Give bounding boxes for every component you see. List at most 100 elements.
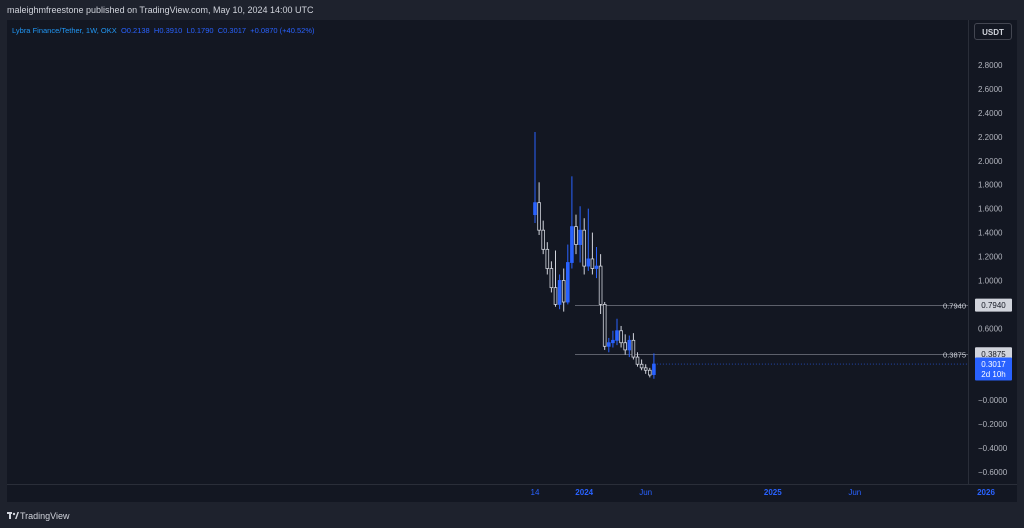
candle-body xyxy=(602,304,607,347)
y-tick-label: 2.4000 xyxy=(978,109,1003,118)
candle-body xyxy=(578,229,582,245)
y-tick-label: −0.2000 xyxy=(978,420,1008,429)
candle-body xyxy=(582,229,586,267)
candle-body xyxy=(549,268,554,289)
candle[interactable] xyxy=(611,330,615,348)
candle[interactable] xyxy=(557,274,562,310)
candle[interactable] xyxy=(570,176,574,269)
candle-body xyxy=(607,342,611,347)
candle[interactable] xyxy=(623,334,627,355)
y-tick-label: 1.0000 xyxy=(978,276,1003,285)
current-price-label: 0.3017 xyxy=(981,360,1006,369)
y-tick-label: 2.0000 xyxy=(978,157,1003,166)
footer-bar xyxy=(0,505,1024,528)
candle-body xyxy=(586,258,591,267)
bar-countdown-label: 2d 10h xyxy=(981,370,1005,379)
candle[interactable] xyxy=(615,318,619,346)
brand-name: TradingView xyxy=(20,511,70,521)
candle[interactable] xyxy=(602,302,607,350)
candle[interactable] xyxy=(627,335,632,358)
candle[interactable] xyxy=(578,206,582,263)
candle-body xyxy=(643,367,648,371)
candle[interactable] xyxy=(533,132,537,224)
legend-low: L0.1790 xyxy=(186,26,214,35)
y-tick-label: −0.4000 xyxy=(978,444,1008,453)
y-tick-label: −0.6000 xyxy=(978,468,1008,477)
candle-body xyxy=(611,339,615,344)
y-tick-label: 2.8000 xyxy=(978,61,1003,70)
y-tick-label: 0.6000 xyxy=(978,324,1003,333)
y-tick-label: 1.8000 xyxy=(978,181,1003,190)
candle-body xyxy=(648,369,652,376)
candle-body xyxy=(574,226,578,245)
currency-button[interactable]: USDT xyxy=(974,23,1012,40)
candle[interactable] xyxy=(631,333,636,360)
candle[interactable] xyxy=(643,364,648,374)
candle[interactable] xyxy=(566,244,570,305)
candles[interactable] xyxy=(533,132,656,379)
candle-body xyxy=(594,265,599,269)
y-tick-label: 1.6000 xyxy=(978,205,1003,214)
candle-body xyxy=(557,280,562,305)
candle[interactable] xyxy=(549,261,554,293)
chart-pane[interactable] xyxy=(7,20,1017,502)
x-tick-label: Jun xyxy=(848,488,861,497)
x-tick-label: 2024 xyxy=(575,488,593,497)
candle[interactable] xyxy=(607,337,611,353)
legend-close: C0.3017 xyxy=(217,26,247,35)
candle[interactable] xyxy=(594,246,599,279)
candle[interactable] xyxy=(590,232,595,275)
x-tick-label: Jun xyxy=(639,488,652,497)
y-tick-label: −0.0000 xyxy=(978,396,1008,405)
x-tick-label: 14 xyxy=(531,488,540,497)
current-price-badge xyxy=(975,357,1012,381)
candle[interactable] xyxy=(537,182,541,235)
candle[interactable] xyxy=(574,214,578,255)
candle[interactable] xyxy=(598,254,603,314)
candle-body xyxy=(541,229,545,250)
candle[interactable] xyxy=(582,218,586,275)
candle[interactable] xyxy=(561,268,566,312)
y-tick-label: 2.6000 xyxy=(978,85,1003,94)
horizontal-level-label: 0.7940 xyxy=(943,302,966,311)
publisher-line: maleighmfreestone published on TradingVi… xyxy=(0,0,1024,20)
candle[interactable] xyxy=(619,325,623,348)
candle[interactable] xyxy=(553,250,558,307)
candle-body xyxy=(652,363,656,375)
tradingview-logo-icon xyxy=(7,512,19,519)
candle-body xyxy=(619,330,623,344)
x-tick-label: 2026 xyxy=(977,488,995,497)
candle[interactable] xyxy=(639,359,644,371)
candle-body xyxy=(545,248,550,269)
candle-body xyxy=(615,330,619,341)
candle-body xyxy=(639,363,644,369)
x-tick-label: 2025 xyxy=(764,488,782,497)
candle-body xyxy=(533,202,537,216)
candle-body xyxy=(598,265,603,305)
candle[interactable] xyxy=(586,208,591,271)
legend-high: H0.3910 xyxy=(153,26,183,35)
candle[interactable] xyxy=(635,352,640,367)
y-tick-label: 1.2000 xyxy=(978,253,1003,262)
horizontal-levels[interactable]: 0.7940 0.3875 xyxy=(575,302,968,360)
price-axis[interactable]: 2.8000 2.6000 2.4000 2.2000 2.0000 1.8000 1.60… xyxy=(978,61,1008,477)
candle-body xyxy=(553,287,558,305)
legend-change: +0.0870 (+40.52%) xyxy=(250,26,315,35)
legend-symbol: Lybra Finance/Tether, 1W, OKX xyxy=(12,26,117,35)
candle-body xyxy=(537,202,541,231)
candle[interactable] xyxy=(545,242,550,275)
candle-body xyxy=(631,339,636,358)
level-price-badge-label: 0.3875 xyxy=(981,350,1006,359)
candle[interactable] xyxy=(652,353,656,379)
time-axis[interactable]: 142024Jun2025Jun2026Ju xyxy=(531,488,1024,497)
legend-open: O0.2138 xyxy=(120,26,150,35)
level-price-badge xyxy=(975,298,1012,312)
candle-body xyxy=(627,339,632,351)
candle[interactable] xyxy=(648,367,652,378)
candle-body xyxy=(590,258,595,269)
symbol-legend[interactable]: Lybra Finance/Tether, 1W, OKX O0.2138 H0… xyxy=(12,26,314,35)
candle-body xyxy=(623,342,627,351)
candle[interactable] xyxy=(541,220,545,255)
